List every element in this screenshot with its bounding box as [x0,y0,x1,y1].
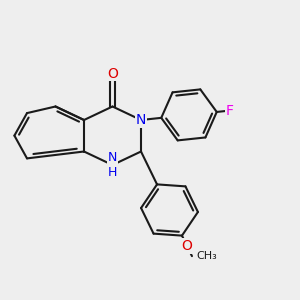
Text: CH₃: CH₃ [196,251,217,261]
Text: N: N [136,113,146,127]
Text: F: F [225,103,233,118]
Text: O: O [182,239,192,253]
Text: O: O [107,67,118,80]
Text: N
H: N H [108,151,117,179]
